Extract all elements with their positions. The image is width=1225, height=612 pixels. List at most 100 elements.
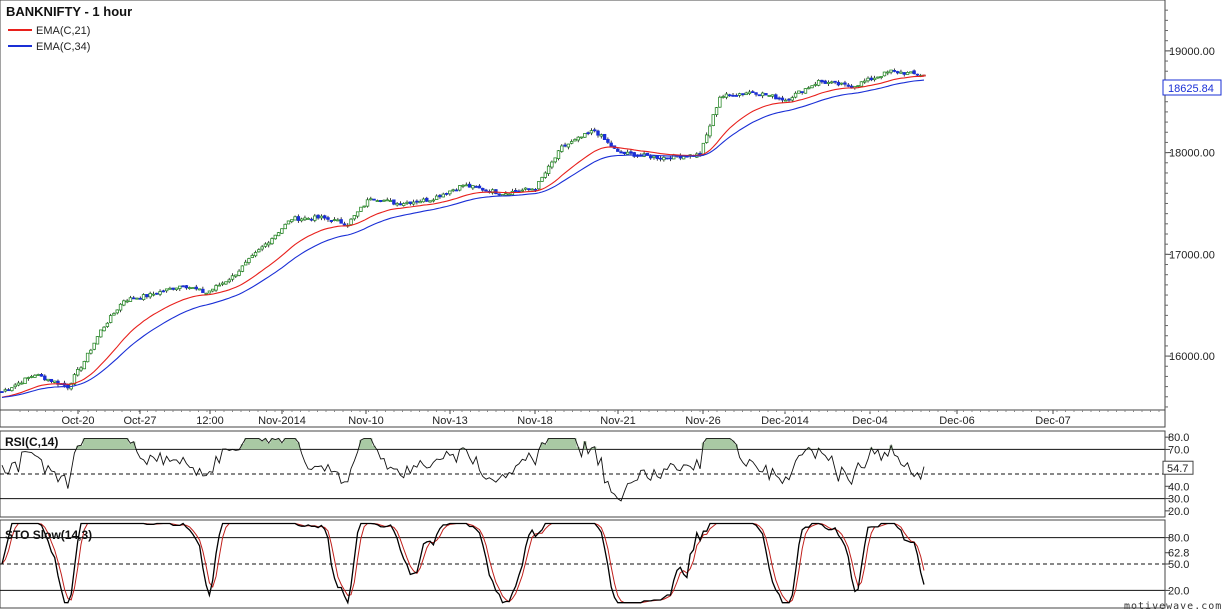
candle-body (108, 315, 113, 323)
candle-body (823, 80, 827, 84)
rsi-axis: 80.070.0 40.030.020.0 54.7 (1162, 431, 1194, 518)
candle-body (589, 130, 594, 134)
price-tick-label: 18000.00 (1169, 148, 1215, 160)
candle-body (405, 201, 409, 204)
candle-body (260, 246, 264, 250)
candle-body (89, 349, 93, 354)
rsi-title: RSI(C,14) (5, 435, 58, 449)
candle-body (375, 200, 380, 202)
candle-body (230, 275, 235, 280)
rsi-content (0, 437, 1165, 502)
candle-body (174, 287, 179, 291)
candle-body (286, 220, 291, 225)
candle-body (339, 219, 343, 224)
candle-body (836, 81, 841, 86)
candle-body (299, 218, 304, 222)
candle-body (830, 81, 834, 84)
candle-body (438, 194, 442, 198)
candle-body (816, 80, 821, 86)
candle-body (922, 74, 926, 77)
candle-body (754, 92, 758, 95)
candle-body (158, 291, 162, 295)
candle-body (105, 322, 110, 327)
candle-body (365, 199, 370, 207)
candle-body (181, 285, 185, 288)
candle-body (0, 391, 4, 393)
candle-body (902, 72, 906, 75)
candle-body (767, 95, 771, 97)
time-tick-label: Oct-27 (123, 415, 156, 427)
candle-body (889, 69, 893, 73)
candle-body (362, 205, 366, 208)
rsi-tick-label: 40.0 (1168, 481, 1189, 493)
candle-body (352, 215, 357, 220)
price-axis[interactable]: 19000.00 18000.00 17000.00 16000.00 (1164, 0, 1215, 410)
candle-body (128, 297, 133, 302)
time-tick-label: Dec-07 (1035, 415, 1070, 427)
time-tick-label: 12:00 (196, 415, 224, 427)
candle-body (309, 218, 314, 221)
candle-body (810, 85, 814, 89)
candle-body (29, 376, 34, 378)
candle-body (593, 129, 597, 132)
candle-body (606, 139, 610, 143)
candle-body (665, 157, 669, 160)
candle-body (513, 189, 518, 192)
candle-body (102, 326, 106, 332)
candle-body (36, 374, 40, 376)
rsi-tick-label: 30.0 (1168, 494, 1189, 506)
candle-body (546, 165, 551, 174)
candle-body (313, 215, 317, 221)
candle-body (909, 71, 913, 74)
candle-body (777, 97, 781, 100)
stochastic-tick-label: 80.0 (1168, 533, 1189, 545)
candle-body (602, 133, 607, 140)
candle-body (507, 193, 511, 196)
legend-label-ema21: EMA(C,21) (36, 25, 90, 37)
candle-body (770, 94, 775, 97)
candle-body (161, 290, 166, 293)
candle-body (85, 352, 90, 363)
time-tick-label: Nov-21 (600, 415, 635, 427)
candle-body (178, 285, 182, 289)
candle-body (415, 200, 419, 203)
candle-body (820, 79, 824, 83)
candle-body (168, 287, 172, 290)
candle-body (530, 188, 534, 191)
candle-body (704, 134, 709, 143)
candle-body (879, 76, 883, 78)
price-panel[interactable]: BANKNIFTY - 1 hour EMA(C,21) EMA(C,34) (0, 0, 1166, 411)
candle-body (797, 90, 801, 94)
candle-body (856, 85, 860, 87)
candle-body (807, 87, 811, 90)
candle-body (99, 329, 103, 338)
candle-body (434, 195, 439, 200)
candle-body (322, 215, 327, 219)
candle-body (563, 144, 567, 147)
candle-body (224, 281, 228, 285)
stochastic-panel[interactable]: STO Slow(14,3) 80.0 62.850.0 20.0 (0, 519, 1189, 609)
candle-body (619, 151, 623, 154)
candle-body (280, 228, 284, 234)
candle-body (774, 94, 778, 100)
candle-body (135, 297, 139, 300)
candle-body (599, 134, 603, 137)
candle-body (583, 133, 587, 138)
time-tick-label: Nov-10 (348, 415, 383, 427)
candle-body (537, 181, 541, 190)
candle-body (16, 382, 21, 386)
candle-body (718, 96, 722, 108)
rsi-panel[interactable]: RSI(C,14) 80.070.0 40.030.020.0 54.7 (0, 430, 1194, 518)
stochastic-tick-label: 50.0 (1168, 559, 1189, 571)
chart-title: BANKNIFTY - 1 hour (6, 4, 132, 19)
candle-body (214, 285, 218, 291)
time-axis[interactable]: Oct-20 Oct-27 12:00 Nov-2014 Nov-10 Nov-13 Nov… (0, 409, 1166, 428)
candle-body (780, 97, 785, 101)
candle-body (329, 219, 333, 222)
candle-body (263, 243, 268, 247)
candle-body (520, 189, 524, 192)
candle-body (668, 157, 673, 160)
candle-body (382, 199, 386, 202)
candle-body (721, 96, 725, 98)
